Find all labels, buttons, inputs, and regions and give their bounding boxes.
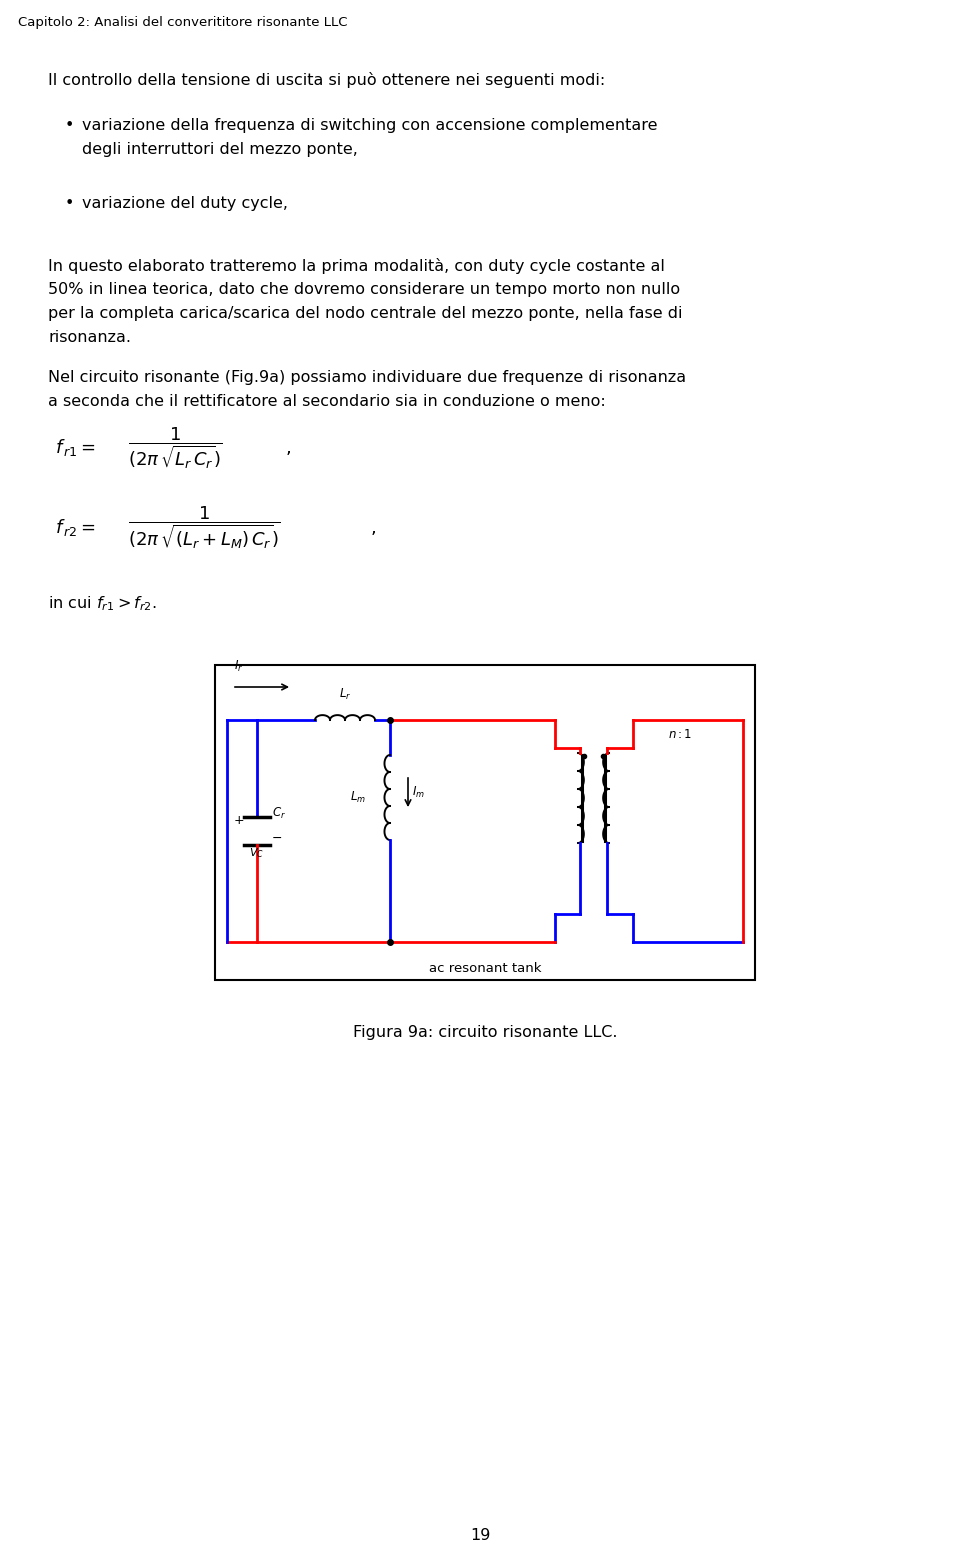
- Text: risonanza.: risonanza.: [48, 331, 131, 345]
- Text: $L_r$: $L_r$: [339, 688, 351, 702]
- Text: 19: 19: [469, 1529, 491, 1543]
- Text: $L_m$: $L_m$: [350, 790, 366, 805]
- Text: $V_C$: $V_C$: [249, 846, 264, 860]
- Text: $-$: $-$: [271, 830, 282, 843]
- Text: •: •: [65, 196, 74, 211]
- Text: variazione del duty cycle,: variazione del duty cycle,: [82, 196, 288, 211]
- Text: $n:1$: $n:1$: [668, 728, 692, 742]
- Text: Figura 9a: circuito risonante LLC.: Figura 9a: circuito risonante LLC.: [352, 1024, 617, 1040]
- Text: $f_{\,r2}=$: $f_{\,r2}=$: [55, 517, 96, 539]
- Text: Il controllo della tensione di uscita si può ottenere nei seguenti modi:: Il controllo della tensione di uscita si…: [48, 71, 605, 88]
- Text: $\dfrac{1}{(2\pi\,\sqrt{(L_r+L_M)\,C_r})}$: $\dfrac{1}{(2\pi\,\sqrt{(L_r+L_M)\,C_r})…: [128, 504, 281, 551]
- Text: ac resonant tank: ac resonant tank: [429, 962, 541, 975]
- Text: per la completa carica/scarica del nodo centrale del mezzo ponte, nella fase di: per la completa carica/scarica del nodo …: [48, 306, 683, 321]
- Text: $I_r$: $I_r$: [234, 660, 243, 674]
- Text: $I_m$: $I_m$: [412, 785, 425, 799]
- Text: a seconda che il rettificatore al secondario sia in conduzione o meno:: a seconda che il rettificatore al second…: [48, 394, 606, 410]
- Text: variazione della frequenza di switching con accensione complementare: variazione della frequenza di switching …: [82, 118, 658, 133]
- Text: In questo elaborato tratteremo la prima modalità, con duty cycle costante al: In questo elaborato tratteremo la prima …: [48, 258, 665, 275]
- Bar: [215, 664, 755, 979]
- Text: $\dfrac{1}{(2\pi\,\sqrt{L_r\,C_r})}$: $\dfrac{1}{(2\pi\,\sqrt{L_r\,C_r})}$: [128, 425, 223, 470]
- Text: •: •: [65, 118, 74, 133]
- Text: Capitolo 2: Analisi del converititore risonante LLC: Capitolo 2: Analisi del converititore ri…: [18, 16, 348, 29]
- Text: $,$: $,$: [370, 518, 376, 537]
- Text: Nel circuito risonante (Fig.9a) possiamo individuare due frequenze di risonanza: Nel circuito risonante (Fig.9a) possiamo…: [48, 369, 686, 385]
- Text: $C_r$: $C_r$: [272, 805, 286, 821]
- Text: degli interruttori del mezzo ponte,: degli interruttori del mezzo ponte,: [82, 141, 358, 157]
- Text: +: +: [233, 815, 244, 827]
- Text: 50% in linea teorica, dato che dovremo considerare un tempo morto non nullo: 50% in linea teorica, dato che dovremo c…: [48, 282, 680, 296]
- Text: $f_{\,r1}=$: $f_{\,r1}=$: [55, 438, 96, 458]
- Text: in cui $f_{r1} > f_{r2}$.: in cui $f_{r1} > f_{r2}$.: [48, 594, 156, 613]
- Text: $,$: $,$: [285, 439, 291, 456]
